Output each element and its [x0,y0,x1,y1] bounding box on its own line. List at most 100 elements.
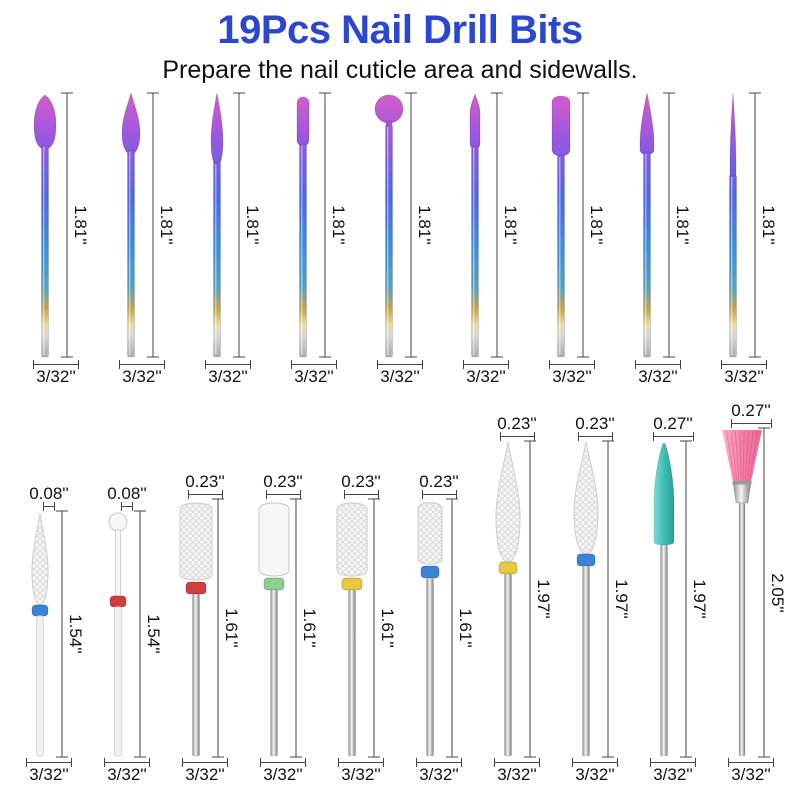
drill-bit-graphic: 1.97'' [478,439,556,759]
drill-bit-graphic: 1.81'' [13,91,99,361]
shank-diameter-label: 3/32'' [653,765,693,785]
length-label: 1.81'' [329,205,348,245]
drill-bit-graphic: 1.54'' [88,509,166,759]
ring-band [31,604,49,617]
ring-band [109,595,127,608]
page-title: 19Pcs Nail Drill Bits [217,8,583,52]
length-dimension-line [602,440,614,758]
shank-diameter-label: 3/32'' [575,765,615,785]
drill-bit-item-barrel-hatch-large: 0.23'' 1.61'' 3/32'' [166,472,244,785]
rainbow-bit-flame-slim: 1.81'' [210,92,262,358]
ring-band [263,577,285,591]
drill-bit-graphic: 1.81'' [99,91,185,361]
tip-diameter-label: 0.23'' [185,471,225,491]
shank-diameter-label: 3/32'' [497,765,537,785]
shank-dimension-line [338,758,384,768]
length-dimension-line [61,92,73,358]
rainbow-bit-cylinder: 1.81'' [296,92,348,358]
tip-dimension-line [43,502,55,512]
shank-diameter-label: 3/32'' [552,367,592,386]
ring-band [185,581,207,595]
tip-dimension-line [421,490,457,500]
ceramic-bits-row: 0.08'' 1.54'' 3/32'' 0.08'' 1.54'' 3/32'… [0,401,800,785]
length-label: 1.97'' [612,579,631,619]
tip-diameter-label: 0.23'' [419,471,459,491]
bit-flame-white-large: 1.97'' [495,440,553,758]
tip-diameter-label: 0.23'' [575,413,615,433]
drill-bit-graphic: 1.81'' [701,91,787,361]
shank-dimension-line [205,360,251,369]
drill-bit-item-barrel: 1.81'' 3/32'' [529,91,615,387]
length-dimension-line [212,498,224,758]
length-dimension-line [749,92,761,358]
drill-bit-item-flame-slim: 1.81'' 3/32'' [185,91,271,387]
drill-bit-graphic: 1.81'' [271,91,357,361]
rainbow-bits-row: 1.81'' 3/32'' 1.81'' 3/32'' 1.81'' 3/32'… [0,91,800,387]
ring-band [420,565,440,579]
ring-band [576,553,596,567]
shank-diameter-label: 3/32'' [185,765,225,785]
tip-dimension-line [343,490,379,500]
shank-diameter-label: 3/32'' [36,367,76,386]
length-dimension-line [663,92,675,358]
drill-bit-graphic: 1.81'' [443,91,529,361]
tip-diameter-label: 0.08'' [29,483,69,503]
length-dimension-line [233,92,245,358]
rainbow-bit-bud: 1.81'' [33,92,90,358]
drill-bit-item-barrel-hatch-small: 0.23'' 1.61'' 3/32'' [400,472,478,785]
shank-diameter-label: 3/32'' [263,765,303,785]
drill-bit-item-barrel-hatch: 0.23'' 1.61'' 3/32'' [322,472,400,785]
length-label: 1.81'' [759,205,778,245]
length-dimension-line [577,92,589,358]
tip-dimension-line [187,490,223,500]
shank-dimension-line [635,360,681,369]
brush-ferrule [732,481,752,504]
length-dimension-line [680,440,692,758]
ring-band [498,561,518,575]
length-label: 1.54'' [144,614,163,654]
drill-bit-item-flame-white-large: 0.23'' 1.97'' 3/32'' [478,414,556,785]
length-dimension-line [290,498,302,758]
drill-bit-graphic: 1.97'' [556,439,634,759]
length-dimension-line [524,440,536,758]
drill-bit-graphic: 1.61'' [322,497,400,759]
shank-dimension-line [26,758,72,768]
rainbow-bit-ball: 1.81'' [374,92,434,358]
page-subtitle: Prepare the nail cuticle area and sidewa… [162,56,638,84]
drill-bit-item-needle: 1.81'' 3/32'' [701,91,787,387]
shank-dimension-line [104,758,150,768]
shank-diameter-label: 3/32'' [380,367,420,386]
tip-dimension-line [499,432,535,442]
rainbow-bit-taper: 1.81'' [469,92,520,358]
shank-diameter-label: 3/32'' [107,765,147,785]
length-dimension-line [405,92,417,358]
shank-diameter-label: 3/32'' [419,765,459,785]
length-label: 1.61'' [222,608,241,648]
tip-diameter-label: 0.08'' [107,483,147,503]
shank-dimension-line [494,758,540,768]
length-label: 1.81'' [157,205,176,245]
length-label: 1.54'' [66,614,85,654]
drill-bit-item-brush: 0.27'' 2.05'' 3/32'' [712,401,790,785]
drill-bit-graphic: 1.61'' [400,497,478,759]
shank-dimension-line [377,360,423,369]
length-label: 1.81'' [587,205,606,245]
bit-cone-teal: 1.97'' [653,440,709,758]
rainbow-bit-cone: 1.81'' [639,92,692,358]
length-dimension-line [491,92,503,358]
length-label: 1.97'' [690,579,709,619]
drill-bit-item-flame-white-small: 0.08'' 1.54'' 3/32'' [10,484,88,785]
rainbow-bit-flame: 1.81'' [121,91,176,358]
length-label: 1.97'' [534,579,553,619]
shank-dimension-line [119,360,165,369]
shank-diameter-label: 3/32'' [208,367,248,386]
shank-diameter-label: 3/32'' [294,367,334,386]
shank-diameter-label: 3/32'' [122,367,162,386]
ring-band [341,577,363,591]
drill-bit-item-cone-teal: 0.27'' 1.97'' 3/32'' [634,414,712,785]
drill-bit-graphic: 1.54'' [10,509,88,759]
shank-diameter-label: 3/32'' [466,367,506,386]
bit-barrel-smooth: 1.61'' [258,498,319,758]
drill-bit-graphic: 1.81'' [529,91,615,361]
drill-bit-item-bud: 1.81'' 3/32'' [13,91,99,387]
